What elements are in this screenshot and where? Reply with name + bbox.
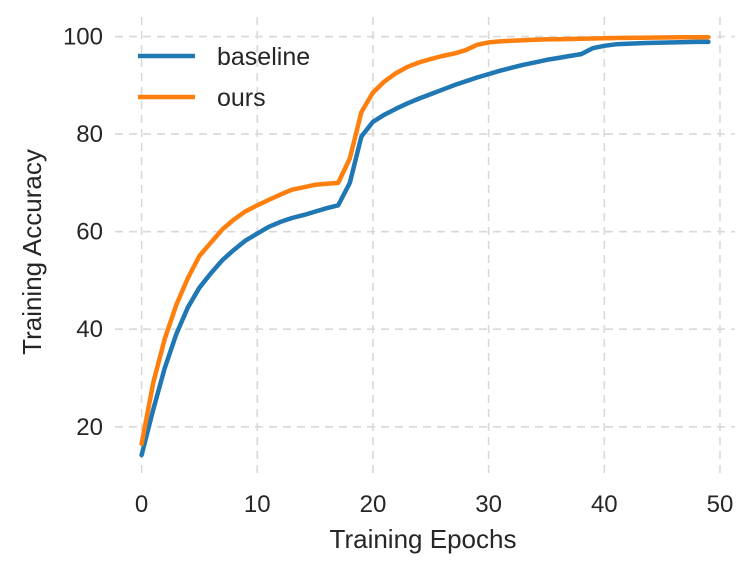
y-tick-label: 100: [63, 24, 103, 51]
y-tick-label: 60: [76, 219, 103, 246]
y-tick-label: 40: [76, 316, 103, 343]
y-axis-label: Training Accuracy: [17, 149, 47, 355]
x-axis-label: Training Epochs: [330, 524, 517, 554]
x-tick-label: 30: [475, 491, 502, 518]
series-line-ours: [139, 34, 711, 447]
y-tick-label: 80: [76, 121, 103, 148]
x-tick-label: 40: [591, 491, 618, 518]
x-tick-label: 10: [244, 491, 271, 518]
series-line-baseline: [139, 39, 711, 458]
tick-labels: 0 10 20 30 40 50 20 40 60 80 100: [63, 24, 733, 518]
x-tick-label: 50: [707, 491, 734, 518]
y-tick-label: 20: [76, 414, 103, 441]
legend-label-ours: ours: [217, 84, 266, 112]
series-lines: [139, 34, 711, 458]
legend-label-baseline: baseline: [217, 43, 310, 71]
x-tick-label: 20: [360, 491, 387, 518]
legend: baseline ours: [138, 43, 310, 112]
x-tick-label: 0: [135, 491, 148, 518]
